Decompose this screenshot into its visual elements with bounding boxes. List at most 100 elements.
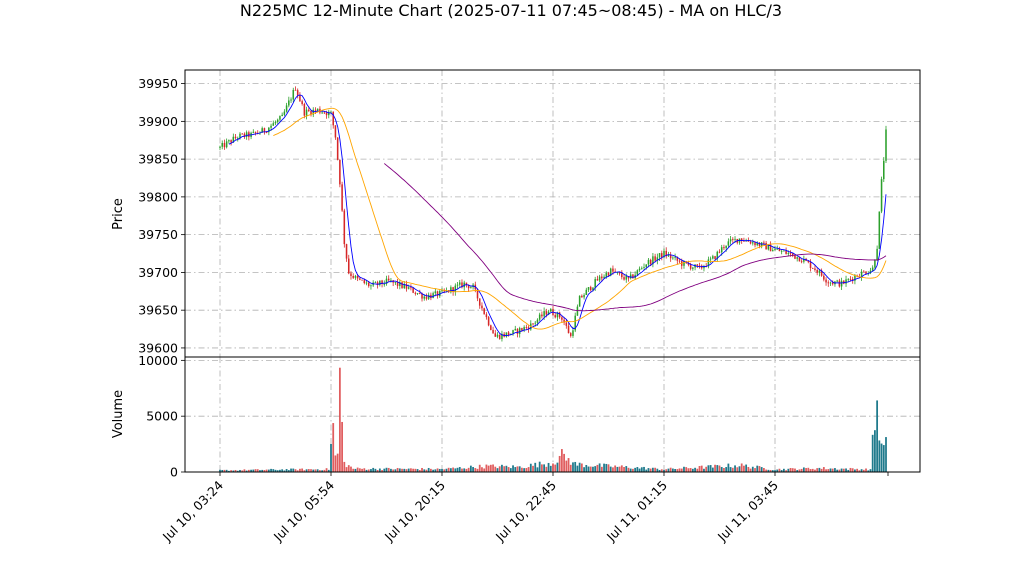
candle <box>396 278 399 289</box>
volume-bar <box>232 470 235 472</box>
volume-bar <box>731 467 734 472</box>
candle <box>871 265 874 272</box>
candle <box>596 275 599 281</box>
candle <box>798 257 801 262</box>
volume-bar <box>241 470 244 472</box>
volume-y-axis: 0 5000 10000 <box>138 353 185 480</box>
price-grid <box>185 70 920 357</box>
volume-bar <box>536 467 539 472</box>
volume-bar <box>634 467 637 472</box>
volume-bar <box>629 468 632 472</box>
volume-bar <box>299 468 301 472</box>
volume-bar <box>221 469 224 472</box>
volume-bar <box>723 468 725 472</box>
moving-average-lines <box>228 94 887 337</box>
candle <box>785 247 787 255</box>
volume-bar <box>711 467 714 472</box>
volume-bar <box>818 467 821 472</box>
volume-bar <box>483 468 486 472</box>
candle <box>816 268 818 276</box>
volume-bar <box>814 469 816 472</box>
volume-bar <box>407 468 410 472</box>
candle <box>503 332 505 338</box>
candle <box>221 140 223 150</box>
candle <box>829 281 832 286</box>
volume-bar <box>569 464 572 472</box>
volume-bar <box>367 469 370 472</box>
candle <box>638 266 641 272</box>
volume-bar <box>567 458 570 472</box>
candle <box>760 241 763 249</box>
volume-bar <box>436 468 439 472</box>
volume-bar <box>350 466 352 472</box>
candle <box>883 157 885 183</box>
candle <box>576 304 579 316</box>
volume-axis-label: Volume <box>111 390 126 438</box>
candle <box>228 139 230 144</box>
candle <box>692 266 694 271</box>
volume-bar <box>698 466 701 472</box>
candle <box>401 281 403 289</box>
candle <box>714 255 716 260</box>
volume-grid <box>185 357 920 473</box>
volume-bar <box>458 467 461 472</box>
volume-bar <box>274 469 277 472</box>
volume-bar <box>516 466 519 472</box>
candle <box>567 323 570 334</box>
candle <box>347 254 350 275</box>
candle <box>294 86 297 91</box>
volume-bar <box>667 468 670 472</box>
volume-bar <box>509 468 512 472</box>
volume-bar <box>234 469 237 472</box>
volume-bar <box>327 469 330 472</box>
candle <box>483 307 485 315</box>
candle <box>432 291 434 299</box>
volume-bar <box>798 469 801 472</box>
volume-bar <box>743 465 745 472</box>
candle <box>712 254 714 260</box>
volume-bar <box>287 470 290 472</box>
candle <box>652 252 654 268</box>
volume-bar <box>230 470 232 472</box>
candle <box>414 291 417 296</box>
volume-bar <box>305 469 308 472</box>
volume-bar <box>427 467 430 472</box>
volume-bar <box>865 468 867 472</box>
candle <box>319 106 321 115</box>
ma-line-5 <box>228 94 887 337</box>
price-tick-label: 39950 <box>138 76 178 91</box>
volume-bar <box>827 469 830 472</box>
volume-bar <box>714 464 716 472</box>
volume-bar <box>840 468 843 472</box>
candle <box>774 246 776 251</box>
candle <box>498 334 501 340</box>
volume-bar <box>319 470 321 472</box>
candle <box>456 281 459 289</box>
volume-bar <box>671 468 674 472</box>
volume-bar <box>678 468 681 472</box>
volume-bar <box>481 467 483 472</box>
candle <box>869 267 872 275</box>
volume-tick-label: 0 <box>170 465 178 480</box>
volume-bar <box>392 469 395 472</box>
volume-bar <box>605 463 608 472</box>
candle <box>629 271 632 280</box>
volume-bar <box>358 468 361 472</box>
volume-bar <box>754 468 756 472</box>
x-tick-label: Jul 10, 05:54 <box>270 477 337 544</box>
volume-bar <box>303 470 306 472</box>
candle <box>811 267 814 269</box>
volume-bar <box>456 467 459 472</box>
volume-bar <box>847 469 850 472</box>
volume-bar <box>669 467 672 472</box>
candle <box>672 256 674 260</box>
volume-bar <box>758 466 761 472</box>
candle <box>241 133 243 135</box>
volume-bar <box>862 469 865 472</box>
candle <box>425 293 428 301</box>
candle <box>818 269 821 277</box>
candle <box>836 279 838 283</box>
volume-bar <box>700 465 703 472</box>
volume-bar <box>390 468 392 472</box>
volume-bar <box>461 468 463 472</box>
